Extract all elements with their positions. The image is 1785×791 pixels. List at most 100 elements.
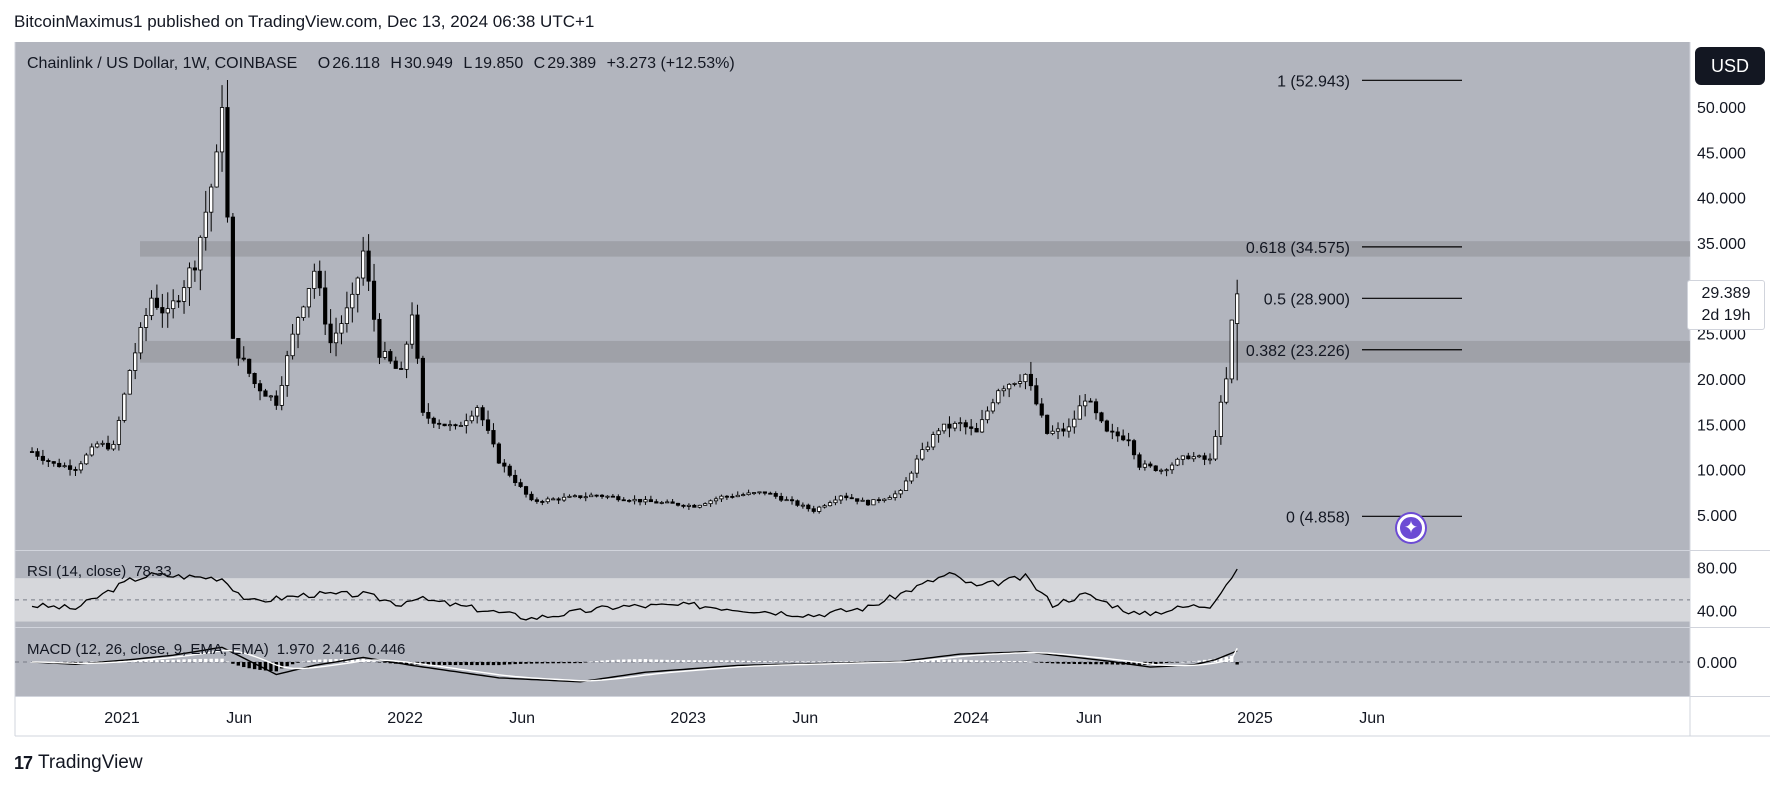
tradingview-logo[interactable]: 17 TradingView bbox=[14, 752, 143, 774]
macd-histogram-bar bbox=[1175, 662, 1180, 663]
candle-body bbox=[350, 293, 355, 309]
candle-body bbox=[1229, 319, 1234, 380]
macd-histogram-bar bbox=[366, 660, 371, 662]
candle-body bbox=[133, 352, 138, 371]
macd-histogram-bar bbox=[491, 662, 496, 666]
macd-histogram-bar bbox=[926, 660, 930, 662]
macd-histogram-bar bbox=[155, 659, 159, 662]
macd-histogram-bar bbox=[1034, 662, 1038, 663]
candle-body bbox=[328, 323, 333, 344]
candle-body bbox=[295, 317, 301, 335]
legend-symbol: Chainlink / US Dollar, 1W, COINBASE bbox=[27, 55, 298, 72]
price-axis-tick: 25.000 bbox=[1697, 327, 1746, 344]
macd-histogram-bar bbox=[757, 661, 762, 662]
macd-histogram-bar bbox=[687, 660, 691, 662]
macd-histogram-bar bbox=[328, 659, 333, 662]
candle-body bbox=[800, 504, 805, 507]
candle-body bbox=[724, 495, 729, 498]
candle-body bbox=[491, 430, 496, 445]
macd-histogram-bar bbox=[350, 658, 355, 662]
candle-body bbox=[399, 368, 404, 370]
macd-histogram-bar bbox=[681, 660, 686, 662]
macd-histogram-bar bbox=[985, 660, 990, 662]
macd-histogram-bar bbox=[725, 660, 729, 662]
candle-body bbox=[1126, 439, 1131, 442]
candle-body bbox=[1007, 383, 1012, 390]
macd-histogram-bar bbox=[1083, 662, 1087, 665]
candle-body bbox=[556, 498, 561, 501]
candle-body bbox=[355, 277, 360, 295]
macd-histogram-bar bbox=[708, 660, 713, 662]
currency-button[interactable]: USD bbox=[1695, 47, 1765, 85]
candle-body bbox=[643, 499, 648, 503]
candle-body bbox=[648, 499, 653, 503]
rsi-legend: RSI (14, close) 78.33 bbox=[27, 563, 180, 580]
macd-histogram-bar bbox=[822, 661, 827, 662]
candle-body bbox=[437, 422, 442, 425]
macd-histogram-bar bbox=[242, 662, 246, 668]
candle-body bbox=[1180, 455, 1185, 460]
candle-body bbox=[1121, 435, 1126, 441]
macd-histogram-bar bbox=[176, 659, 181, 662]
candle-body bbox=[187, 267, 192, 289]
candle-body bbox=[1039, 403, 1044, 416]
candle-body bbox=[409, 314, 415, 345]
time-axis-tick: 2023 bbox=[670, 710, 706, 727]
candle-body bbox=[914, 458, 919, 474]
candle-body bbox=[84, 454, 89, 465]
candle-body bbox=[268, 395, 273, 398]
macd-histogram-bar bbox=[263, 662, 268, 671]
candle-body bbox=[523, 486, 529, 495]
attribution-text: BitcoinMaximus1 published on TradingView… bbox=[14, 12, 595, 31]
candle-body bbox=[887, 497, 892, 500]
candle-body bbox=[35, 451, 40, 457]
macd-histogram-bar bbox=[502, 662, 507, 665]
time-axis-tick: Jun bbox=[509, 710, 535, 727]
candle-body bbox=[958, 422, 963, 425]
candle-body bbox=[719, 495, 724, 500]
rsi-axis-tick: 40.00 bbox=[1697, 604, 1737, 621]
candle-body bbox=[420, 357, 425, 413]
macd-histogram-bar bbox=[953, 659, 957, 662]
macd-legend-signal: 2.416 bbox=[322, 641, 360, 658]
macd-histogram-bar bbox=[296, 662, 300, 663]
macd-histogram-bar bbox=[969, 660, 973, 662]
candle-body bbox=[844, 495, 849, 499]
macd-histogram-bar bbox=[231, 662, 235, 664]
candle-body bbox=[1055, 428, 1061, 432]
candle-body bbox=[1169, 464, 1175, 471]
candle-body bbox=[789, 499, 795, 502]
candle-body bbox=[627, 500, 632, 502]
legend-high-value: 30.949 bbox=[403, 55, 453, 72]
macd-histogram-bar bbox=[1072, 662, 1076, 664]
candle-body bbox=[371, 280, 377, 320]
sparkle-icon[interactable]: ✦ bbox=[1397, 514, 1425, 542]
macd-legend: MACD (12, 26, close, 9, EMA, EMA) 1.970 2.… bbox=[27, 641, 413, 658]
candle-body bbox=[198, 236, 203, 271]
macd-histogram-bar bbox=[486, 662, 490, 666]
macd-histogram-bar bbox=[323, 659, 327, 662]
candle-body bbox=[1235, 293, 1240, 324]
price-axis-tick: 5.000 bbox=[1697, 508, 1737, 525]
candle-body bbox=[1045, 414, 1050, 434]
candle-body bbox=[675, 502, 681, 506]
tradingview-logo-icon: 17 bbox=[14, 752, 33, 773]
candle-body bbox=[779, 495, 784, 501]
macd-histogram-bar bbox=[654, 659, 658, 662]
candle-body bbox=[1142, 463, 1147, 468]
fib-level-label: 0.5 (28.900) bbox=[1264, 291, 1350, 308]
candle-body bbox=[171, 300, 176, 310]
candle-body bbox=[670, 501, 675, 504]
macd-histogram-bar bbox=[784, 661, 789, 662]
macd-histogram-bar bbox=[437, 662, 441, 665]
macd-histogram-bar bbox=[372, 661, 376, 662]
candle-body bbox=[241, 357, 246, 360]
price-axis-tick: 10.000 bbox=[1697, 463, 1746, 480]
candle-body bbox=[692, 504, 697, 508]
macd-histogram-bar bbox=[774, 661, 778, 662]
macd-histogram-bar bbox=[209, 658, 213, 662]
macd-histogram-bar bbox=[632, 659, 637, 662]
rsi-axis-tick: 80.00 bbox=[1697, 560, 1737, 577]
candle-body bbox=[1093, 401, 1099, 414]
